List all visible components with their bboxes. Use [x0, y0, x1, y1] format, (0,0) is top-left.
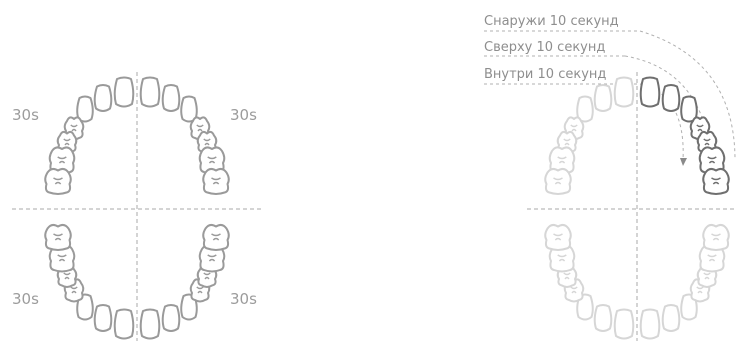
lower-left-duration: 30s: [12, 290, 39, 308]
tooth-icon: [139, 308, 161, 340]
tooth-groove: [553, 177, 563, 185]
tooth-groove: [203, 272, 211, 280]
tooth-icon: [548, 146, 576, 175]
tooth-groove: [207, 254, 217, 262]
instruction-inside: Внутри 10 секунд: [484, 67, 607, 82]
tooth-icon: [139, 76, 161, 108]
arrow-head-icon: [680, 158, 687, 166]
tooth-groove: [711, 177, 721, 185]
tooth-groove: [557, 156, 567, 164]
tooth-icon: [202, 223, 230, 251]
guide-arc-top: [624, 55, 713, 166]
tooth-icon: [161, 304, 181, 332]
tooth-groove: [207, 156, 217, 164]
tooth-groove: [553, 233, 563, 241]
tooth-groove: [63, 138, 71, 146]
tooth-groove: [57, 156, 67, 164]
tooth-groove: [211, 177, 221, 185]
tooth-groove: [557, 254, 567, 262]
instruction-outside: Снаружи 10 секунд: [484, 14, 619, 29]
tooth-groove: [696, 286, 704, 294]
tooth-icon: [93, 304, 113, 332]
guide-arc-outside: [639, 30, 736, 161]
tooth-icon: [576, 95, 594, 123]
left-dental-arch: [44, 76, 230, 340]
tooth-icon: [639, 308, 661, 340]
tooth-icon: [593, 84, 613, 112]
tooth-icon: [544, 167, 572, 195]
lower-right-duration: 30s: [230, 290, 257, 308]
tooth-groove: [570, 124, 578, 132]
tooth-icon: [113, 76, 135, 108]
tooth-groove: [53, 233, 63, 241]
instruction-top: Сверху 10 секунд: [484, 40, 606, 55]
tooth-icon: [613, 76, 635, 108]
tooth-icon: [661, 304, 681, 332]
tooth-groove: [696, 124, 704, 132]
tooth-groove: [563, 138, 571, 146]
tooth-groove: [711, 233, 721, 241]
tooth-groove: [703, 138, 711, 146]
tooth-groove: [211, 233, 221, 241]
tooth-icon: [702, 167, 730, 195]
tooth-groove: [703, 272, 711, 280]
tooth-icon: [48, 146, 76, 175]
tooth-icon: [76, 95, 94, 123]
tooth-icon: [613, 308, 635, 340]
tooth-groove: [203, 138, 211, 146]
tooth-icon: [593, 304, 613, 332]
tooth-groove: [53, 177, 63, 185]
tooth-icon: [661, 84, 681, 112]
upper-left-duration: 30s: [12, 106, 39, 124]
tooth-groove: [707, 254, 717, 262]
tooth-icon: [44, 223, 72, 251]
tooth-icon: [161, 84, 181, 112]
upper-right-duration: 30s: [230, 106, 257, 124]
tooth-groove: [63, 272, 71, 280]
tooth-groove: [570, 286, 578, 294]
tooth-icon: [113, 308, 135, 340]
tooth-groove: [70, 124, 78, 132]
tooth-groove: [196, 124, 204, 132]
tooth-icon: [702, 223, 730, 251]
tooth-groove: [707, 156, 717, 164]
tooth-icon: [93, 84, 113, 112]
right-dental-arch: [544, 76, 730, 340]
tooth-icon: [76, 293, 94, 321]
tooth-groove: [563, 272, 571, 280]
tooth-icon: [44, 167, 72, 195]
tooth-icon: [639, 76, 661, 108]
tooth-groove: [196, 286, 204, 294]
tooth-groove: [57, 254, 67, 262]
tooth-icon: [202, 167, 230, 195]
tooth-groove: [70, 286, 78, 294]
tooth-icon: [576, 293, 594, 321]
tooth-icon: [544, 223, 572, 251]
